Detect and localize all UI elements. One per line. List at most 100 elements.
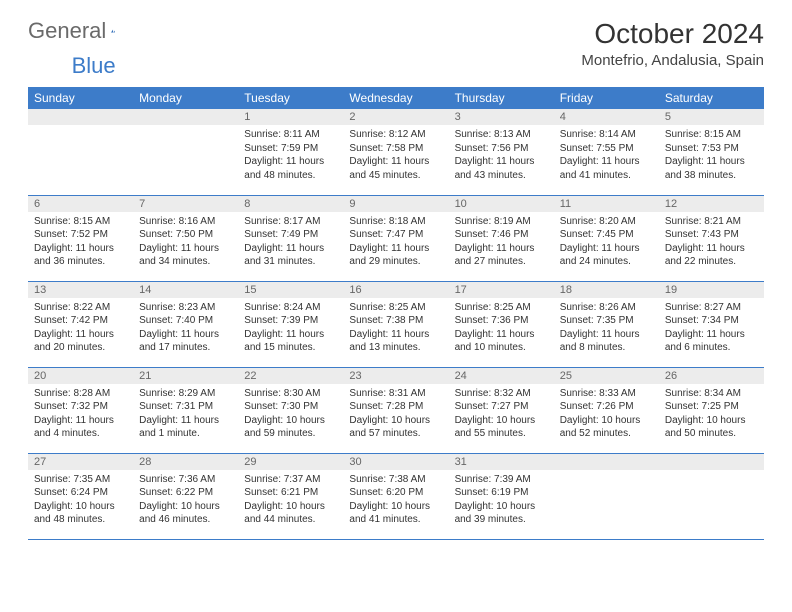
day-body: Sunrise: 8:29 AMSunset: 7:31 PMDaylight:… <box>133 384 238 443</box>
day-number: 19 <box>659 282 764 298</box>
month-title: October 2024 <box>581 18 764 50</box>
daylight-line: Daylight: 11 hours and 22 minutes. <box>665 242 758 269</box>
day-number <box>659 454 764 470</box>
calendar-cell: 17Sunrise: 8:25 AMSunset: 7:36 PMDayligh… <box>449 281 554 367</box>
day-number: 15 <box>238 282 343 298</box>
day-body: Sunrise: 8:15 AMSunset: 7:53 PMDaylight:… <box>659 125 764 184</box>
sunset-line: Sunset: 7:27 PM <box>455 400 548 414</box>
calendar-cell: 30Sunrise: 7:38 AMSunset: 6:20 PMDayligh… <box>343 453 448 539</box>
daylight-line: Daylight: 10 hours and 52 minutes. <box>560 414 653 441</box>
daylight-line: Daylight: 11 hours and 31 minutes. <box>244 242 337 269</box>
col-header: Thursday <box>449 87 554 109</box>
day-number: 30 <box>343 454 448 470</box>
calendar-cell: 11Sunrise: 8:20 AMSunset: 7:45 PMDayligh… <box>554 195 659 281</box>
calendar-week: 13Sunrise: 8:22 AMSunset: 7:42 PMDayligh… <box>28 281 764 367</box>
day-number: 27 <box>28 454 133 470</box>
day-body: Sunrise: 8:15 AMSunset: 7:52 PMDaylight:… <box>28 212 133 271</box>
sunrise-line: Sunrise: 8:34 AM <box>665 387 758 401</box>
day-number: 29 <box>238 454 343 470</box>
daylight-line: Daylight: 10 hours and 46 minutes. <box>139 500 232 527</box>
calendar-cell: 16Sunrise: 8:25 AMSunset: 7:38 PMDayligh… <box>343 281 448 367</box>
sunset-line: Sunset: 6:21 PM <box>244 486 337 500</box>
calendar-cell: 21Sunrise: 8:29 AMSunset: 7:31 PMDayligh… <box>133 367 238 453</box>
calendar-cell: 15Sunrise: 8:24 AMSunset: 7:39 PMDayligh… <box>238 281 343 367</box>
calendar-cell: 4Sunrise: 8:14 AMSunset: 7:55 PMDaylight… <box>554 109 659 195</box>
day-number: 20 <box>28 368 133 384</box>
day-body: Sunrise: 8:25 AMSunset: 7:38 PMDaylight:… <box>343 298 448 357</box>
calendar-cell: 28Sunrise: 7:36 AMSunset: 6:22 PMDayligh… <box>133 453 238 539</box>
sunrise-line: Sunrise: 8:23 AM <box>139 301 232 315</box>
daylight-line: Daylight: 10 hours and 57 minutes. <box>349 414 442 441</box>
day-body: Sunrise: 8:24 AMSunset: 7:39 PMDaylight:… <box>238 298 343 357</box>
daylight-line: Daylight: 11 hours and 13 minutes. <box>349 328 442 355</box>
col-header: Wednesday <box>343 87 448 109</box>
sunrise-line: Sunrise: 8:17 AM <box>244 215 337 229</box>
sunrise-line: Sunrise: 8:28 AM <box>34 387 127 401</box>
daylight-line: Daylight: 10 hours and 39 minutes. <box>455 500 548 527</box>
calendar-cell <box>133 109 238 195</box>
day-number: 8 <box>238 196 343 212</box>
daylight-line: Daylight: 10 hours and 59 minutes. <box>244 414 337 441</box>
col-header: Sunday <box>28 87 133 109</box>
day-number: 5 <box>659 109 764 125</box>
sunrise-line: Sunrise: 7:36 AM <box>139 473 232 487</box>
sunrise-line: Sunrise: 8:22 AM <box>34 301 127 315</box>
calendar-cell: 1Sunrise: 8:11 AMSunset: 7:59 PMDaylight… <box>238 109 343 195</box>
sunrise-line: Sunrise: 8:20 AM <box>560 215 653 229</box>
daylight-line: Daylight: 11 hours and 6 minutes. <box>665 328 758 355</box>
sunset-line: Sunset: 7:39 PM <box>244 314 337 328</box>
logo-text-2: Blue <box>72 53 116 79</box>
calendar-cell: 13Sunrise: 8:22 AMSunset: 7:42 PMDayligh… <box>28 281 133 367</box>
day-number: 7 <box>133 196 238 212</box>
daylight-line: Daylight: 11 hours and 24 minutes. <box>560 242 653 269</box>
day-number: 21 <box>133 368 238 384</box>
calendar-week: 27Sunrise: 7:35 AMSunset: 6:24 PMDayligh… <box>28 453 764 539</box>
day-body: Sunrise: 8:13 AMSunset: 7:56 PMDaylight:… <box>449 125 554 184</box>
sunrise-line: Sunrise: 8:31 AM <box>349 387 442 401</box>
day-number: 17 <box>449 282 554 298</box>
day-body: Sunrise: 8:25 AMSunset: 7:36 PMDaylight:… <box>449 298 554 357</box>
sunrise-line: Sunrise: 8:27 AM <box>665 301 758 315</box>
sunset-line: Sunset: 6:20 PM <box>349 486 442 500</box>
daylight-line: Daylight: 11 hours and 45 minutes. <box>349 155 442 182</box>
calendar-cell: 9Sunrise: 8:18 AMSunset: 7:47 PMDaylight… <box>343 195 448 281</box>
sunset-line: Sunset: 7:50 PM <box>139 228 232 242</box>
sunrise-line: Sunrise: 7:39 AM <box>455 473 548 487</box>
day-body: Sunrise: 7:38 AMSunset: 6:20 PMDaylight:… <box>343 470 448 529</box>
sunrise-line: Sunrise: 8:13 AM <box>455 128 548 142</box>
calendar-cell: 26Sunrise: 8:34 AMSunset: 7:25 PMDayligh… <box>659 367 764 453</box>
sunrise-line: Sunrise: 7:38 AM <box>349 473 442 487</box>
sunset-line: Sunset: 7:47 PM <box>349 228 442 242</box>
sunset-line: Sunset: 7:31 PM <box>139 400 232 414</box>
calendar-cell: 10Sunrise: 8:19 AMSunset: 7:46 PMDayligh… <box>449 195 554 281</box>
daylight-line: Daylight: 11 hours and 41 minutes. <box>560 155 653 182</box>
sunrise-line: Sunrise: 8:19 AM <box>455 215 548 229</box>
calendar-cell: 20Sunrise: 8:28 AMSunset: 7:32 PMDayligh… <box>28 367 133 453</box>
sunset-line: Sunset: 7:52 PM <box>34 228 127 242</box>
calendar-cell: 25Sunrise: 8:33 AMSunset: 7:26 PMDayligh… <box>554 367 659 453</box>
sunrise-line: Sunrise: 8:15 AM <box>34 215 127 229</box>
calendar-page: General October 2024 Montefrio, Andalusi… <box>0 0 792 558</box>
day-body: Sunrise: 8:28 AMSunset: 7:32 PMDaylight:… <box>28 384 133 443</box>
daylight-line: Daylight: 11 hours and 27 minutes. <box>455 242 548 269</box>
sunrise-line: Sunrise: 8:29 AM <box>139 387 232 401</box>
day-body: Sunrise: 8:19 AMSunset: 7:46 PMDaylight:… <box>449 212 554 271</box>
day-body: Sunrise: 8:12 AMSunset: 7:58 PMDaylight:… <box>343 125 448 184</box>
daylight-line: Daylight: 10 hours and 55 minutes. <box>455 414 548 441</box>
day-body: Sunrise: 8:16 AMSunset: 7:50 PMDaylight:… <box>133 212 238 271</box>
sunrise-line: Sunrise: 8:16 AM <box>139 215 232 229</box>
calendar-table: Sunday Monday Tuesday Wednesday Thursday… <box>28 87 764 540</box>
day-body: Sunrise: 8:33 AMSunset: 7:26 PMDaylight:… <box>554 384 659 443</box>
location: Montefrio, Andalusia, Spain <box>581 52 764 69</box>
sunset-line: Sunset: 7:26 PM <box>560 400 653 414</box>
day-body: Sunrise: 8:17 AMSunset: 7:49 PMDaylight:… <box>238 212 343 271</box>
sunset-line: Sunset: 7:28 PM <box>349 400 442 414</box>
daylight-line: Daylight: 11 hours and 10 minutes. <box>455 328 548 355</box>
day-number <box>133 109 238 125</box>
logo-sail-icon <box>111 22 115 40</box>
sunrise-line: Sunrise: 8:30 AM <box>244 387 337 401</box>
day-number: 3 <box>449 109 554 125</box>
sunrise-line: Sunrise: 8:18 AM <box>349 215 442 229</box>
sunset-line: Sunset: 7:38 PM <box>349 314 442 328</box>
daylight-line: Daylight: 11 hours and 8 minutes. <box>560 328 653 355</box>
